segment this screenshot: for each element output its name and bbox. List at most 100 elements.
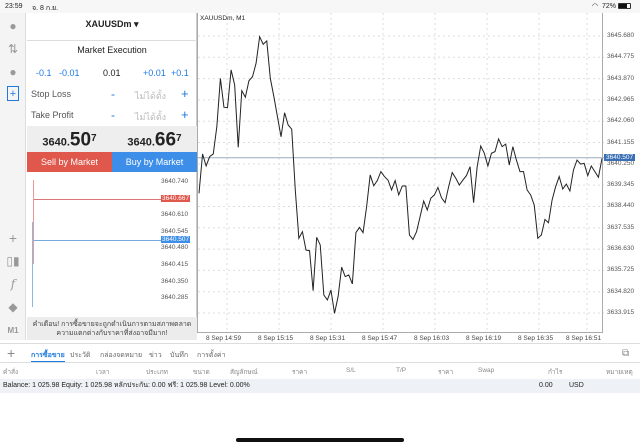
y-tick-label: 3644.775 — [607, 53, 635, 61]
ask-level-line — [34, 199, 161, 200]
execution-type: Market Execution — [77, 45, 147, 55]
tab-mailbox[interactable]: กล่องจดหมาย — [100, 352, 143, 359]
tick-label: 3640.545 — [161, 228, 189, 235]
y-tick-label: 3641.155 — [607, 138, 635, 146]
column-header[interactable]: S/L — [346, 367, 356, 374]
left-toolbar: ● ⇅ ● + + ▯▮ f ◆ M1 — [0, 13, 26, 340]
stop-loss-minus[interactable]: - — [111, 87, 115, 101]
y-tick-label: 3635.725 — [607, 266, 635, 274]
current-price-tag: 3640.507 — [604, 153, 636, 161]
volume-row: -0.1 -0.01 0.01 +0.01 +0.1 — [27, 68, 197, 80]
y-tick-label: 3639.345 — [607, 181, 635, 189]
chart-title: XAUUSDm, M1 — [200, 15, 246, 22]
y-tick-label: 3634.820 — [607, 287, 635, 295]
warning-message: คำเตือน! การซื้อขายจะถูกดำเนินการตามสภาพ… — [27, 317, 197, 340]
volume-minus-small[interactable]: -0.01 — [59, 68, 80, 78]
column-header[interactable]: ขนาด — [193, 369, 210, 376]
tab-news[interactable]: ข่าว — [149, 352, 162, 359]
battery-level: 72% — [602, 3, 617, 10]
timeframe-button[interactable]: M1 — [7, 325, 19, 335]
y-tick-label: 3642.965 — [607, 95, 635, 103]
chart-canvas — [198, 13, 604, 333]
x-tick-label: 8 Sep 14:59 — [206, 335, 242, 342]
tick-chart: 3640.740 3640.610 3640.545 3640.480 3640… — [27, 172, 197, 317]
x-tick-label: 8 Sep 15:15 — [258, 335, 294, 342]
chart-type-icon[interactable]: ▯▮ — [6, 254, 20, 268]
stop-loss-label: Stop Loss — [31, 89, 72, 99]
bottom-toolbar: + การซื้อขาย ประวัติ กล่องจดหมาย ข่าว บั… — [0, 343, 640, 363]
tab-trade[interactable]: การซื้อขาย — [31, 350, 65, 362]
tick-label: 3640.610 — [161, 211, 189, 218]
stop-loss-input[interactable]: ไม่ได้ตั้ง — [135, 91, 167, 101]
tick-label: 3640.350 — [161, 278, 189, 285]
price-chart[interactable]: XAUUSDm, M1 — [197, 13, 604, 333]
sell-button[interactable]: Sell by Market — [27, 152, 112, 172]
y-tick-label: 3637.535 — [607, 223, 635, 231]
x-tick-label: 8 Sep 16:35 — [518, 335, 554, 342]
column-header[interactable]: ราคา — [438, 369, 454, 376]
tick-label: 3640.285 — [161, 294, 189, 301]
order-panel: XAUUSDm ▾ Market Execution -0.1 -0.01 0.… — [27, 13, 197, 340]
column-header[interactable]: T/P — [396, 367, 407, 374]
buy-button[interactable]: Buy by Market — [112, 152, 197, 172]
x-tick-label: 8 Sep 16:19 — [466, 335, 502, 342]
tick-label: 3640.740 — [161, 178, 189, 185]
volume-input[interactable]: 0.01 — [103, 68, 121, 78]
column-header[interactable]: เวลา — [96, 369, 110, 376]
trade-arrows-icon[interactable]: ⇅ — [7, 42, 19, 56]
column-header[interactable]: คำสั่ง — [3, 369, 19, 376]
x-tick-label: 8 Sep 15:47 — [362, 335, 398, 342]
tab-journal[interactable]: บันทึก — [170, 352, 189, 359]
y-tick-label: 3642.060 — [607, 117, 635, 125]
layout-toggle-icon[interactable]: ⧉ — [622, 348, 630, 359]
objects-icon[interactable]: ◆ — [8, 300, 18, 314]
y-tick-label: 3640.250 — [607, 159, 635, 167]
y-tick-label: 3636.630 — [607, 245, 635, 253]
price-line-series — [198, 34, 603, 314]
stop-loss-plus[interactable]: + — [181, 86, 189, 101]
volume-minus-large[interactable]: -0.1 — [36, 68, 52, 78]
take-profit-input[interactable]: ไม่ได้ตั้ง — [135, 112, 167, 122]
tick-label: 3640.480 — [161, 244, 189, 251]
status-time: 23:59 — [5, 3, 23, 10]
tick-label: 3640.415 — [161, 261, 189, 268]
column-header[interactable]: ราคา — [292, 369, 308, 376]
indicators-icon[interactable]: f — [10, 277, 16, 291]
price-box: 3640.507 3640.667 — [27, 126, 197, 152]
chat-icon[interactable]: ● — [9, 65, 17, 79]
table-header: คำสั่ง เวลา ประเภท ขนาด สัญลักษณ์ ราคา S/L T/P ร… — [0, 363, 640, 379]
bid-price-tag: 3640.507 — [161, 236, 191, 243]
balance-bar: Balance: 1 025.98 Equity: 1 025.98 หลักป… — [0, 379, 640, 393]
column-header[interactable]: ประเภท — [146, 369, 168, 376]
take-profit-row: Take Profit - ไม่ได้ตั้ง + — [27, 107, 197, 122]
volume-plus-large[interactable]: +0.1 — [171, 68, 189, 78]
battery-icon — [618, 3, 631, 9]
column-header[interactable]: กำไร — [548, 369, 563, 376]
balance-text: Balance: 1 025.98 Equity: 1 025.98 หลักป… — [3, 382, 250, 389]
y-tick-label: 3645.680 — [607, 32, 635, 39]
ask-price: 3640.667 — [127, 129, 182, 151]
new-order-icon[interactable]: + — [7, 86, 19, 101]
volume-plus-small[interactable]: +0.01 — [143, 68, 166, 78]
y-tick-label: 3633.915 — [607, 309, 635, 316]
x-tick-label: 8 Sep 15:31 — [310, 335, 346, 342]
take-profit-minus[interactable]: - — [111, 108, 115, 122]
take-profit-plus[interactable]: + — [181, 107, 189, 122]
tab-settings[interactable]: การตั้งค่า — [197, 352, 226, 359]
symbol-selector[interactable]: XAUUSDm ▾ — [27, 19, 197, 41]
bid-price: 3640.507 — [42, 129, 97, 151]
total-profit: 0.00 — [539, 382, 553, 389]
home-indicator — [236, 438, 404, 442]
column-header[interactable]: หมายเหตุ — [606, 369, 633, 376]
status-bar: 23:59 จ. 8 ก.ย. ◠ 72% — [0, 0, 640, 13]
account-icon[interactable]: ● — [9, 19, 17, 33]
y-tick-label: 3643.870 — [607, 74, 635, 82]
bid-tick-line — [32, 222, 33, 307]
add-button[interactable]: + — [7, 345, 16, 361]
crosshair-icon[interactable]: + — [8, 230, 18, 246]
column-header[interactable]: สัญลักษณ์ — [230, 369, 258, 376]
column-header[interactable]: Swap — [478, 367, 495, 374]
tab-history[interactable]: ประวัติ — [70, 352, 91, 359]
ask-price-tag: 3640.667 — [161, 195, 191, 202]
profit-currency: USD — [569, 382, 584, 389]
